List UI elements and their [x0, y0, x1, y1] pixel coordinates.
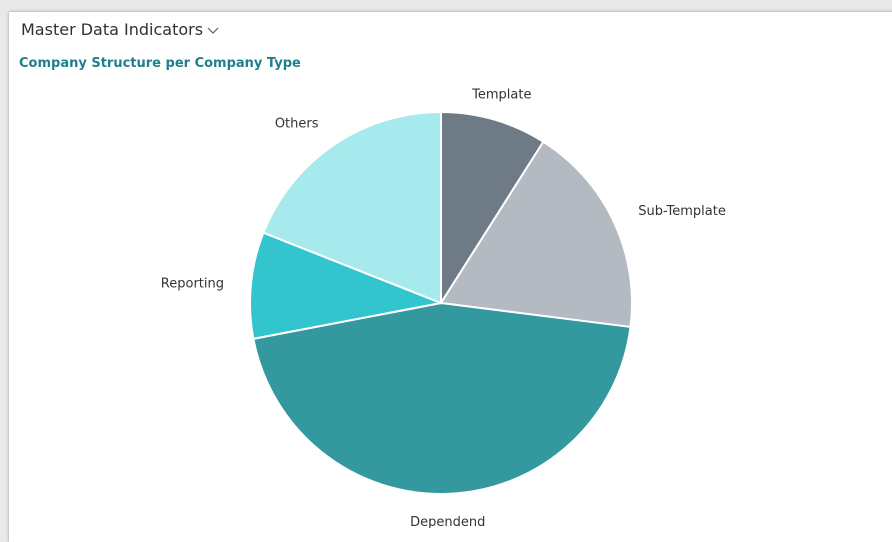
pie-label-dependend: Dependend: [410, 515, 485, 528]
pie-slice-reporting[interactable]: [249, 231, 445, 340]
chart-title: Company Structure per Company Type: [19, 56, 301, 71]
pie-labels: Template Sub-Template Dependend Reporting Ot…: [161, 88, 726, 528]
pie-label-reporting: Reporting: [161, 277, 224, 292]
part-header[interactable]: Master Data Indicators: [21, 20, 220, 39]
pie-chart: Template Sub-Template Dependend Reporting Ot…: [161, 88, 726, 528]
pie-slice-sub-template[interactable]: [439, 140, 633, 329]
pie-slice-template[interactable]: [440, 110, 545, 307]
pie-label-sub-template: Sub-Template: [638, 204, 726, 219]
pie-slice-others[interactable]: [262, 110, 442, 305]
chevron-down-icon: [207, 27, 219, 34]
pie-slices: [249, 110, 633, 496]
pie-label-template: Template: [471, 88, 531, 103]
part-title: Master Data Indicators: [21, 20, 204, 39]
pie-label-others: Others: [275, 117, 319, 132]
pie-slice-dependend[interactable]: [252, 301, 632, 496]
